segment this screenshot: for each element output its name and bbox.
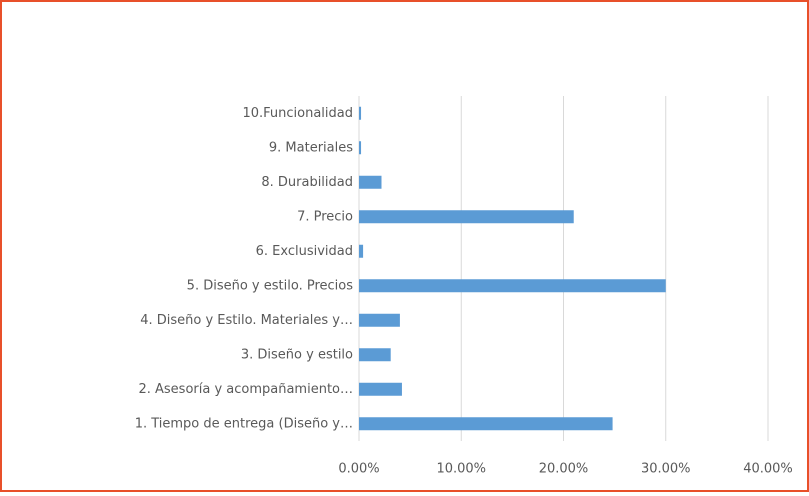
- y-tick-label: 10.Funcionalidad: [242, 106, 353, 121]
- bar: [359, 244, 364, 258]
- bar: [359, 382, 402, 396]
- y-tick-label: 2. Asesoría y acompañamiento…: [138, 382, 353, 397]
- x-tick-label: 20.00%: [539, 462, 589, 477]
- bar: [359, 175, 382, 189]
- bar: [359, 417, 613, 431]
- bar: [359, 279, 666, 293]
- bar: [359, 348, 391, 362]
- x-tick-label: 10.00%: [436, 462, 486, 477]
- y-tick-label: 5. Diseño y estilo. Precios: [187, 278, 354, 293]
- x-tick-label: 40.00%: [743, 462, 793, 477]
- bar: [359, 106, 362, 120]
- y-tick-label: 3. Diseño y estilo: [241, 347, 353, 362]
- bar: [359, 313, 400, 327]
- bar: [359, 210, 574, 224]
- y-tick-label: 8. Durabilidad: [261, 175, 353, 190]
- y-tick-label: 4. Diseño y Estilo. Materiales y…: [140, 313, 353, 328]
- x-tick-label: 30.00%: [641, 462, 691, 477]
- y-tick-label: 6. Exclusividad: [256, 244, 353, 259]
- y-tick-label: 1. Tiempo de entrega (Diseño y…: [135, 416, 353, 431]
- y-tick-label: 9. Materiales: [269, 140, 353, 155]
- bar: [359, 141, 362, 155]
- y-tick-label: 7. Precio: [297, 209, 353, 224]
- x-tick-label: 0.00%: [338, 462, 379, 477]
